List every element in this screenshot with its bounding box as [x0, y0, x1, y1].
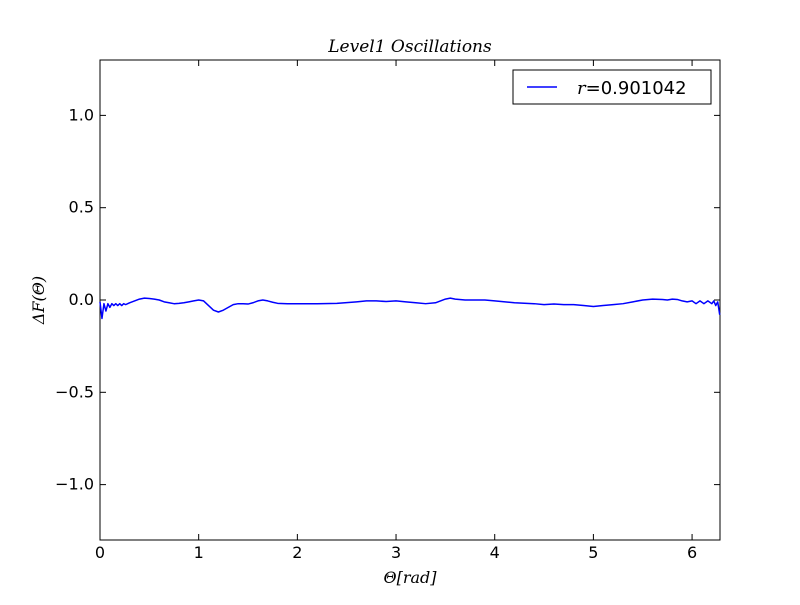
legend: r=0.901042	[512, 69, 712, 105]
y-tick-label: −0.5	[55, 382, 94, 401]
legend-label: r=0.901042	[577, 78, 687, 99]
x-tick-label: 5	[588, 543, 598, 562]
y-tick-label: 1.0	[69, 105, 94, 124]
y-axis-ticks: 1.0 0.5 0.0 −0.5 −1.0	[55, 105, 720, 494]
x-tick-label: 1	[194, 543, 204, 562]
series-line	[99, 297, 721, 320]
x-tick-label: 6	[687, 543, 697, 562]
y-tick-label: 0.5	[69, 198, 94, 217]
y-tick-label: 0.0	[69, 290, 94, 309]
chart-title: Level1 Oscillations	[327, 37, 492, 57]
y-axis-label: ΔF(Θ)	[29, 276, 48, 325]
series-layer	[99, 297, 721, 320]
x-axis-label: Θ[rad]	[383, 568, 437, 587]
legend-symbol: r	[577, 78, 587, 99]
legend-value: =0.901042	[586, 78, 687, 99]
y-tick-label: −1.0	[55, 475, 94, 494]
x-tick-label: 4	[490, 543, 500, 562]
x-tick-label: 3	[391, 543, 401, 562]
x-tick-label: 0	[95, 543, 105, 562]
x-axis-ticks: 0 1 2 3 4 5 6	[95, 60, 697, 562]
x-tick-label: 2	[292, 543, 302, 562]
